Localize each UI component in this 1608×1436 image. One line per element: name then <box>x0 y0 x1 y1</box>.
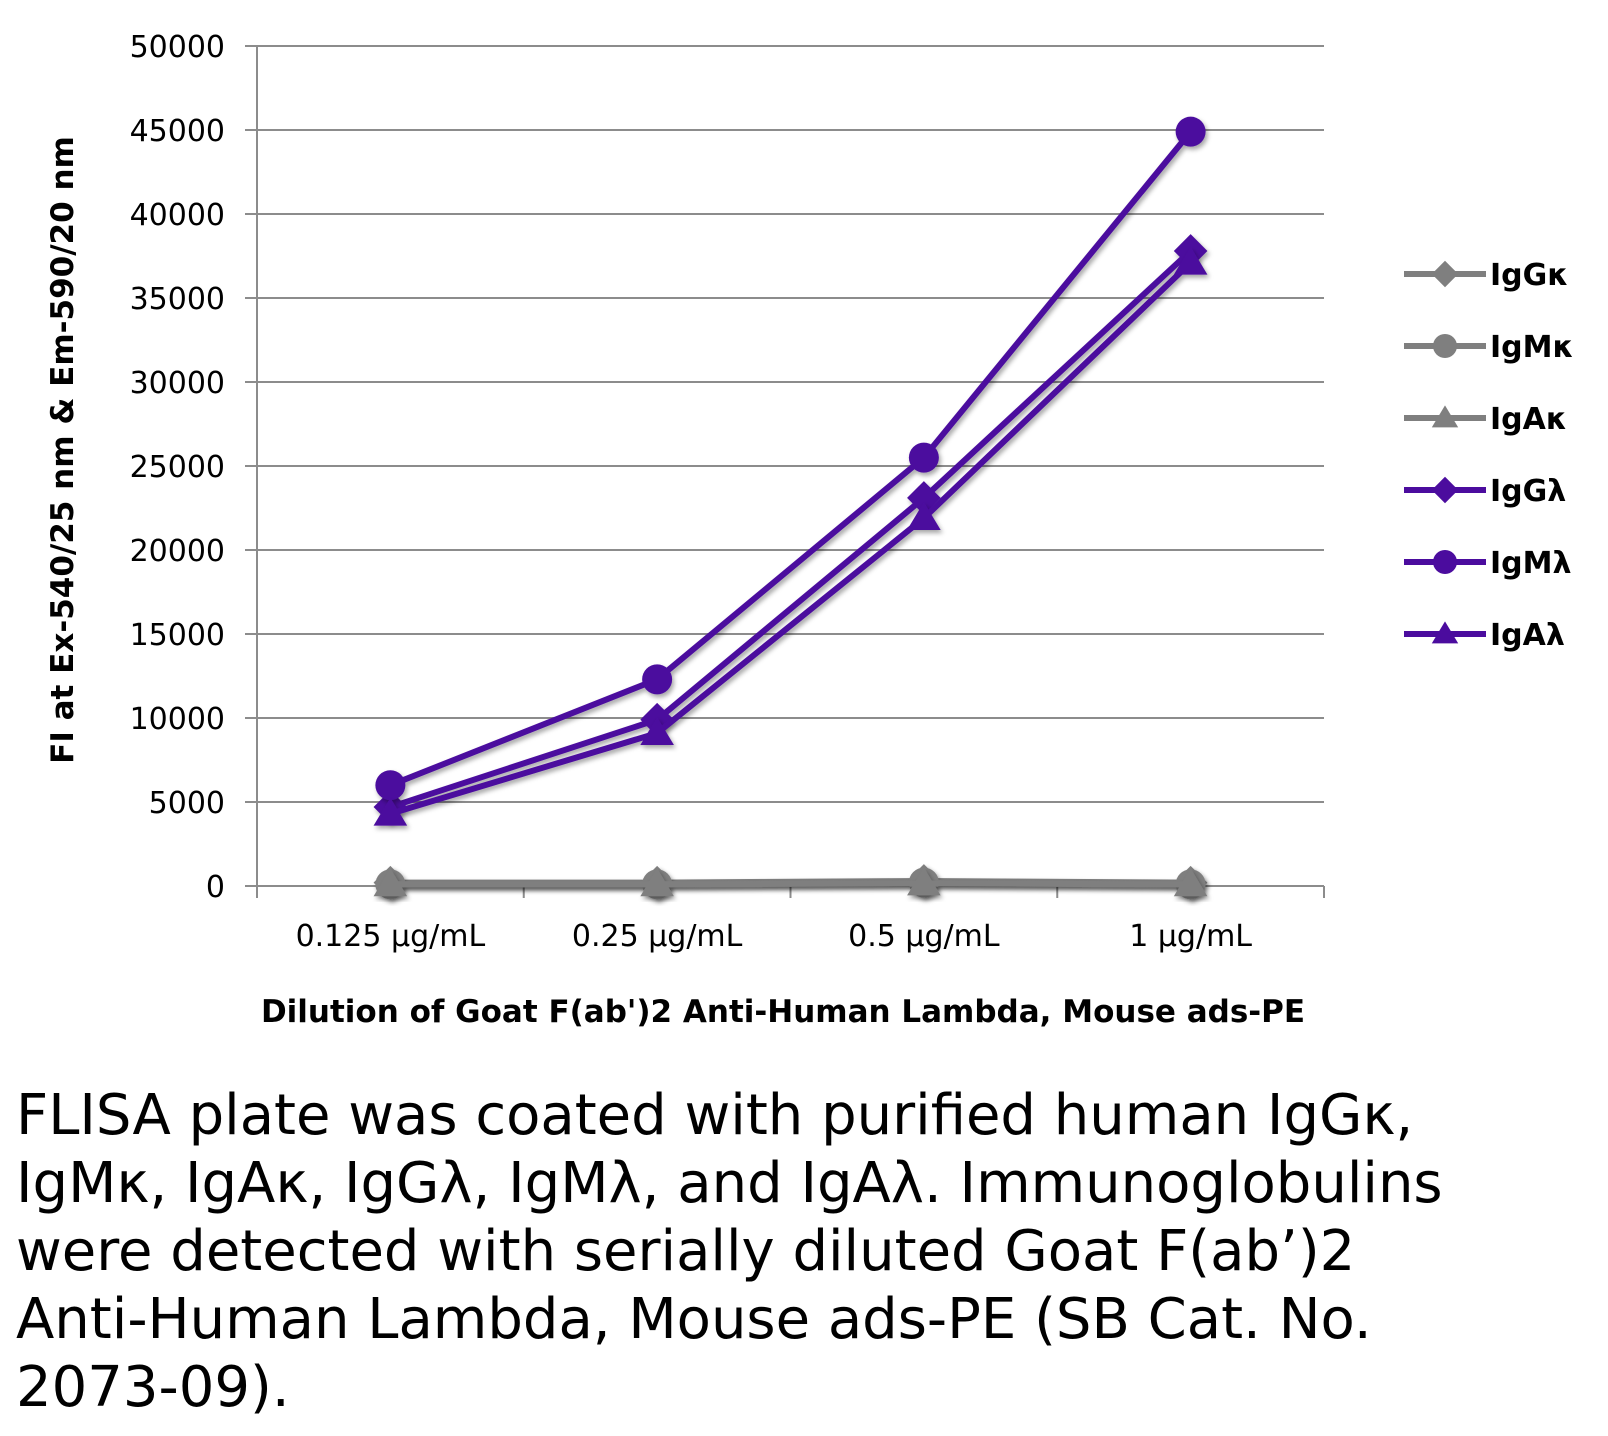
legend-marker <box>1431 621 1459 644</box>
y-tick-label: 45000 <box>130 114 225 149</box>
gridlines <box>257 45 1324 803</box>
legend-label: IgGκ <box>1490 258 1569 293</box>
x-tick-label: 1 µg/mL <box>1129 919 1252 954</box>
series-group <box>373 116 1208 900</box>
x-tick-label: 0.125 µg/mL <box>296 919 486 954</box>
y-tick-label: 25000 <box>130 450 225 485</box>
figure-caption: FLISA plate was coated with purified hum… <box>16 1083 1443 1420</box>
series-5 <box>375 116 1206 801</box>
data-point <box>375 770 406 801</box>
series-line <box>389 260 1193 817</box>
legend-item: IgAλ <box>1404 618 1565 653</box>
x-tick-labels: 0.125 µg/mL 0.25 µg/mL 0.5 µg/mL 1 µg/mL <box>296 919 1253 954</box>
y-tick-labels: 0 5000 10000 15000 20000 25000 30000 35000 40000… <box>130 30 225 905</box>
data-point <box>908 442 939 473</box>
line-chart: 0 5000 10000 15000 20000 25000 30000 35000 40000… <box>45 30 1574 1030</box>
y-axis-title: FI at Ex-540/25 nm & Em-590/20 nm <box>45 136 81 764</box>
y-tick-label: 50000 <box>130 30 225 65</box>
x-axis-title: Dilution of Goat F(ab')2 Anti-Human Lamb… <box>261 994 1305 1030</box>
data-point <box>907 481 941 515</box>
y-tick-label: 20000 <box>130 534 225 569</box>
legend-item: IgGκ <box>1404 258 1569 293</box>
legend-label: IgAκ <box>1490 402 1567 437</box>
y-tick-label: 40000 <box>130 198 225 233</box>
series-3 <box>373 867 1208 897</box>
legend-item: IgMκ <box>1404 330 1574 365</box>
legend-label: IgMκ <box>1490 330 1574 365</box>
y-tick-label: 0 <box>206 870 225 905</box>
data-point <box>907 501 941 530</box>
legend-marker <box>1431 476 1459 504</box>
data-point <box>1173 868 1208 897</box>
axes <box>245 45 1325 898</box>
data-point <box>373 868 408 897</box>
legend-marker <box>1433 550 1457 574</box>
series-4 <box>373 234 1208 824</box>
legend-label: IgMλ <box>1490 546 1571 581</box>
legend: IgGκ IgMκ IgAκ IgGλ IgMλ IgAλ <box>1404 258 1574 653</box>
y-tick-label: 10000 <box>130 702 225 737</box>
legend-marker <box>1433 334 1457 358</box>
data-point <box>640 717 674 746</box>
data-point <box>373 797 408 826</box>
data-point <box>640 868 674 897</box>
data-point <box>907 867 941 896</box>
x-tick-label: 0.25 µg/mL <box>572 919 743 954</box>
y-tick-label: 15000 <box>130 618 225 653</box>
data-point <box>1173 246 1208 275</box>
series-line <box>389 129 1193 788</box>
legend-item: IgGλ <box>1404 474 1566 509</box>
legend-label: IgGλ <box>1490 474 1566 509</box>
legend-item: IgMλ <box>1404 546 1571 581</box>
legend-label: IgAλ <box>1490 618 1565 653</box>
y-tick-label: 5000 <box>149 786 225 821</box>
data-point <box>642 664 673 695</box>
legend-item: IgAκ <box>1404 402 1567 437</box>
x-tick-label: 0.5 µg/mL <box>848 919 1000 954</box>
y-tick-label: 35000 <box>130 282 225 317</box>
series-6 <box>373 246 1208 826</box>
series-line <box>390 880 1191 888</box>
legend-marker <box>1431 405 1459 428</box>
legend-marker <box>1431 260 1459 288</box>
y-tick-label: 30000 <box>130 366 225 401</box>
series-line <box>389 248 1193 810</box>
data-point <box>1175 116 1206 147</box>
